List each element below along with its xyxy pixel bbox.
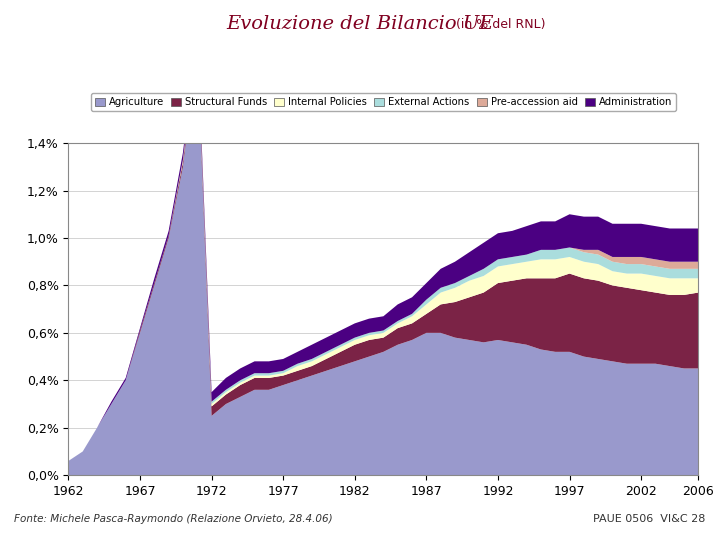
Text: PAUE 0506  VI&C 28: PAUE 0506 VI&C 28 — [593, 515, 706, 524]
Text: Evoluzione del Bilancio UE: Evoluzione del Bilancio UE — [226, 15, 494, 33]
Text: Fonte: Michele Pasca-Raymondo (Relazione Orvieto, 28.4.06): Fonte: Michele Pasca-Raymondo (Relazione… — [14, 515, 333, 524]
Text: (in % del RNL): (in % del RNL) — [456, 18, 545, 31]
Legend: Agriculture, Structural Funds, Internal Policies, External Actions, Pre-accessio: Agriculture, Structural Funds, Internal … — [91, 93, 676, 111]
